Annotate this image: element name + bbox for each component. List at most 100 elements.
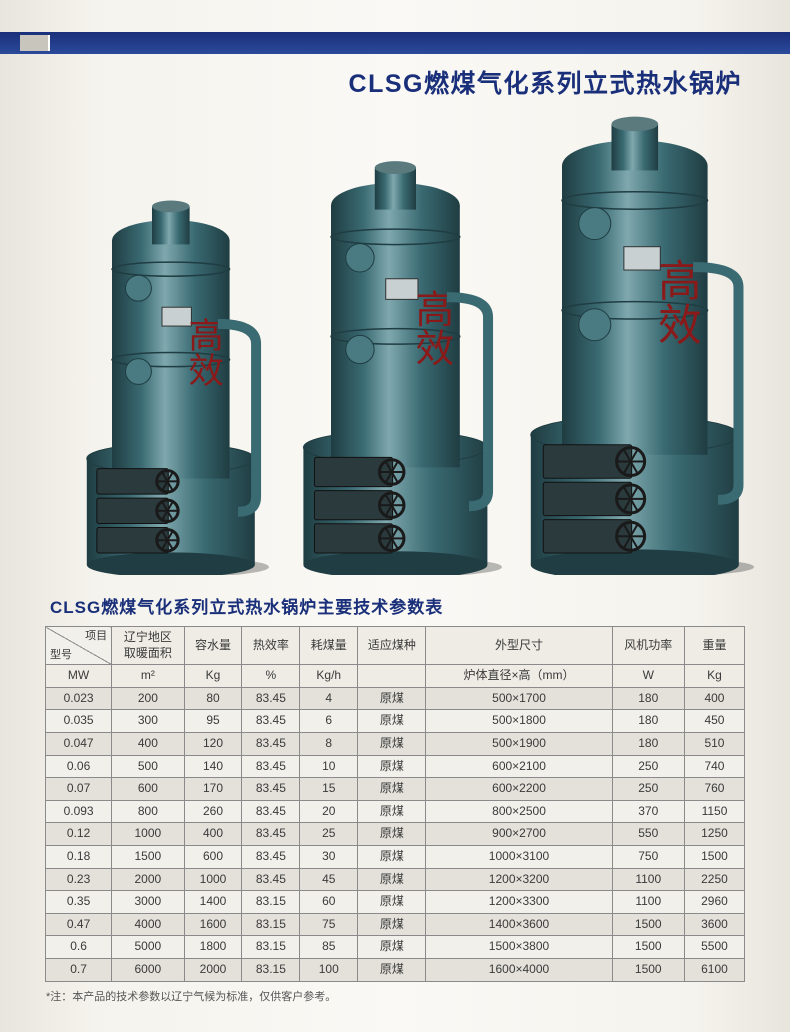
cell-dim: 600×2100 <box>426 755 612 778</box>
unit-coal: Kg/h <box>300 665 358 688</box>
cell-type: 原煤 <box>358 732 426 755</box>
cell-type: 原煤 <box>358 755 426 778</box>
cell-area: 5000 <box>112 936 184 959</box>
boiler-medium: 高效 <box>285 155 515 575</box>
unit-mw: MW <box>46 665 112 688</box>
cell-type: 原煤 <box>358 913 426 936</box>
cell-fan: 550 <box>612 823 684 846</box>
cell-coal: 85 <box>300 936 358 959</box>
table-row: 0.09380026083.4520原煤800×25003701150 <box>46 800 745 823</box>
header-area: 辽宁地区取暖面积 <box>112 627 184 665</box>
table-row: 0.0353009583.456原煤500×1800180450 <box>46 710 745 733</box>
table-row: 0.12100040083.4525原煤900×27005501250 <box>46 823 745 846</box>
table-title: CLSG燃煤气化系列立式热水锅炉主要技术参数表 <box>50 593 790 618</box>
cell-fan: 1100 <box>612 868 684 891</box>
cell-dim: 1200×3300 <box>426 891 612 914</box>
cell-type: 原煤 <box>358 823 426 846</box>
cell-wt: 450 <box>684 710 744 733</box>
cell-wt: 760 <box>684 778 744 801</box>
cell-coal: 25 <box>300 823 358 846</box>
svg-text:高效: 高效 <box>184 317 223 388</box>
cell-mw: 0.12 <box>46 823 112 846</box>
cell-area: 600 <box>112 778 184 801</box>
header-type: 适应煤种 <box>358 627 426 665</box>
cell-area: 1000 <box>112 823 184 846</box>
cell-fan: 250 <box>612 778 684 801</box>
unit-type <box>358 665 426 688</box>
cell-water: 1800 <box>184 936 242 959</box>
cell-area: 4000 <box>112 913 184 936</box>
cell-fan: 370 <box>612 800 684 823</box>
cell-fan: 180 <box>612 687 684 710</box>
header-coal: 耗煤量 <box>300 627 358 665</box>
cell-water: 170 <box>184 778 242 801</box>
cell-dim: 1500×3800 <box>426 936 612 959</box>
cell-eff: 83.45 <box>242 732 300 755</box>
table-row: 0.232000100083.4545原煤1200×320011002250 <box>46 868 745 891</box>
cell-water: 1600 <box>184 913 242 936</box>
table-row: 0.474000160083.1575原煤1400×360015003600 <box>46 913 745 936</box>
cell-eff: 83.15 <box>242 936 300 959</box>
cell-wt: 1250 <box>684 823 744 846</box>
cell-dim: 1200×3200 <box>426 868 612 891</box>
header-fan: 风机功率 <box>612 627 684 665</box>
cell-coal: 20 <box>300 800 358 823</box>
unit-area: m² <box>112 665 184 688</box>
boiler-large: 高效 <box>510 110 770 575</box>
table-row: 0.04740012083.458原煤500×1900180510 <box>46 732 745 755</box>
cell-eff: 83.45 <box>242 868 300 891</box>
cell-dim: 500×1900 <box>426 732 612 755</box>
table-row: 0.0760017083.4515原煤600×2200250760 <box>46 778 745 801</box>
header-eff: 热效率 <box>242 627 300 665</box>
cell-coal: 10 <box>300 755 358 778</box>
cell-water: 140 <box>184 755 242 778</box>
cell-coal: 15 <box>300 778 358 801</box>
cell-mw: 0.06 <box>46 755 112 778</box>
unit-dim: 炉体直径×高（mm） <box>426 665 612 688</box>
table-header-row: 项目 型号 辽宁地区取暖面积 容水量 热效率 耗煤量 适应煤种 外型尺寸 风机功… <box>46 627 745 665</box>
cell-eff: 83.45 <box>242 778 300 801</box>
cell-wt: 5500 <box>684 936 744 959</box>
cell-wt: 510 <box>684 732 744 755</box>
cell-mw: 0.47 <box>46 913 112 936</box>
table-row: 0.353000140083.1560原煤1200×330011002960 <box>46 891 745 914</box>
cell-wt: 3600 <box>684 913 744 936</box>
spec-table: 项目 型号 辽宁地区取暖面积 容水量 热效率 耗煤量 适应煤种 外型尺寸 风机功… <box>45 626 745 982</box>
cell-type: 原煤 <box>358 687 426 710</box>
cell-type: 原煤 <box>358 778 426 801</box>
header-water: 容水量 <box>184 627 242 665</box>
cell-dim: 1000×3100 <box>426 845 612 868</box>
cell-water: 260 <box>184 800 242 823</box>
cell-area: 300 <box>112 710 184 733</box>
cell-fan: 1500 <box>612 936 684 959</box>
product-image-area: 高效 高效 高效 <box>70 110 760 585</box>
cell-coal: 45 <box>300 868 358 891</box>
cell-mw: 0.035 <box>46 710 112 733</box>
cell-type: 原煤 <box>358 936 426 959</box>
cell-eff: 83.45 <box>242 755 300 778</box>
boiler-small: 高效 <box>70 195 280 575</box>
cell-water: 2000 <box>184 958 242 981</box>
cell-area: 2000 <box>112 868 184 891</box>
cell-dim: 1600×4000 <box>426 958 612 981</box>
cell-mw: 0.047 <box>46 732 112 755</box>
cell-water: 95 <box>184 710 242 733</box>
diag-header: 项目 型号 <box>46 627 112 665</box>
cell-type: 原煤 <box>358 710 426 733</box>
cell-mw: 0.23 <box>46 868 112 891</box>
cell-eff: 83.45 <box>242 823 300 846</box>
cell-wt: 2250 <box>684 868 744 891</box>
cell-type: 原煤 <box>358 891 426 914</box>
cell-area: 500 <box>112 755 184 778</box>
cell-water: 400 <box>184 823 242 846</box>
cell-wt: 1500 <box>684 845 744 868</box>
cell-type: 原煤 <box>358 958 426 981</box>
cell-wt: 2960 <box>684 891 744 914</box>
cell-coal: 6 <box>300 710 358 733</box>
cell-eff: 83.45 <box>242 800 300 823</box>
cell-area: 200 <box>112 687 184 710</box>
cell-water: 600 <box>184 845 242 868</box>
cell-area: 3000 <box>112 891 184 914</box>
cell-eff: 83.15 <box>242 891 300 914</box>
cell-mw: 0.18 <box>46 845 112 868</box>
